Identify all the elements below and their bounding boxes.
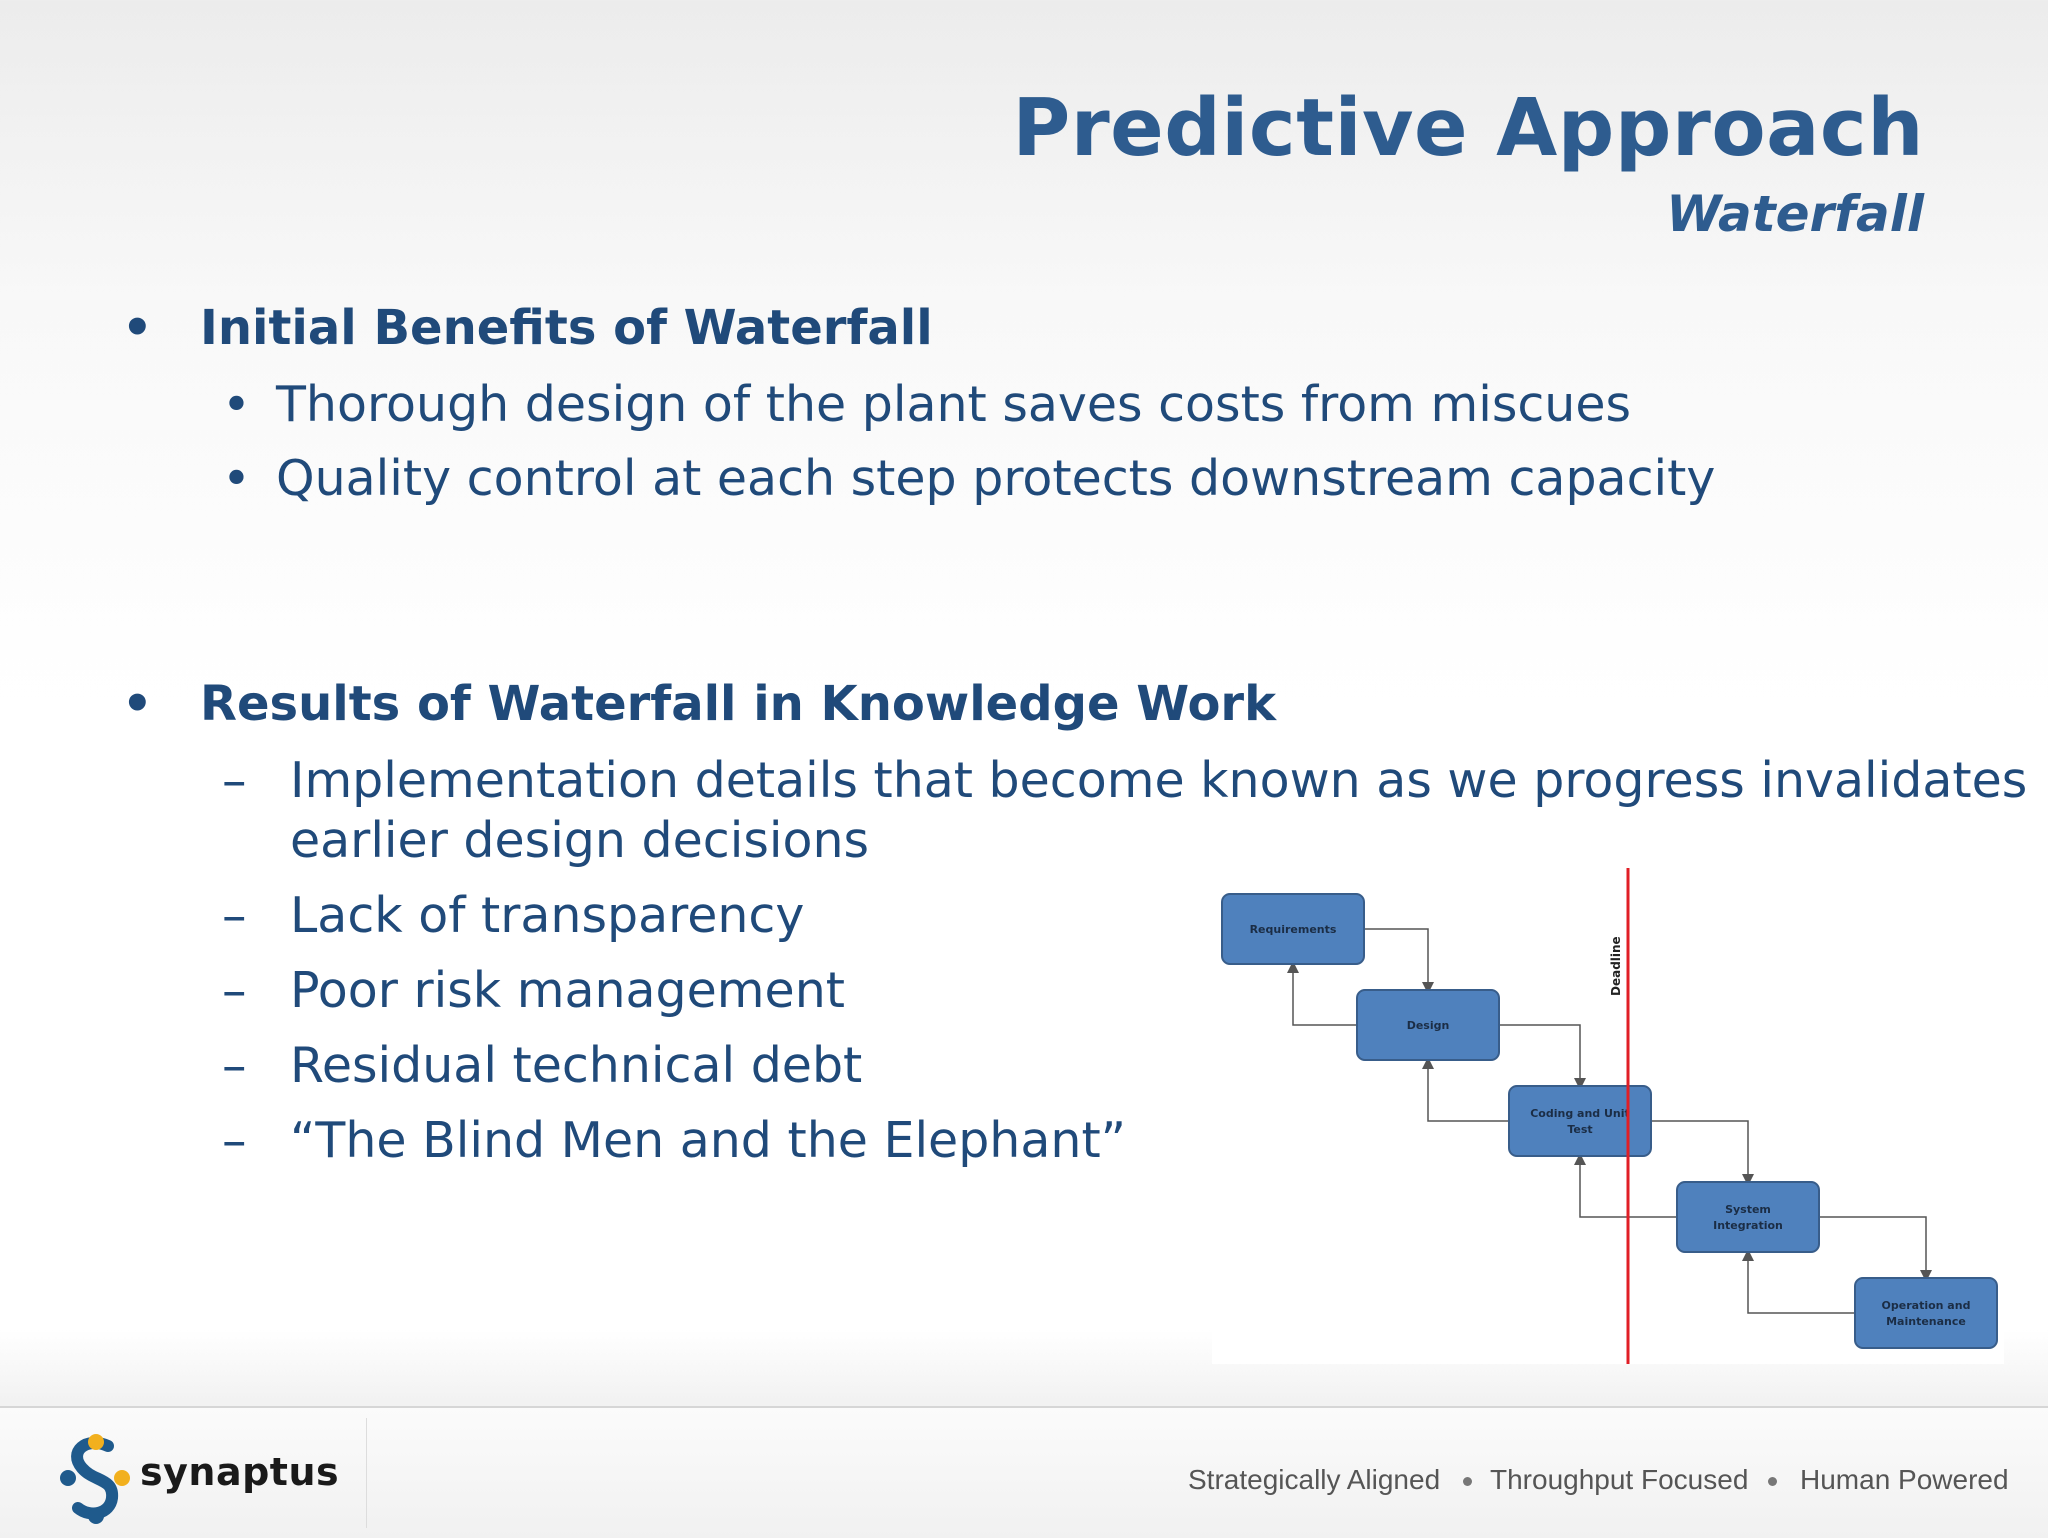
connector-arrow	[1499, 1024, 1586, 1090]
connector-arrow	[1287, 961, 1357, 1026]
bullet-marker: •	[222, 376, 251, 433]
stage-label: Design	[1407, 1019, 1450, 1032]
footer-divider	[366, 1418, 367, 1528]
stage-box: Design	[1356, 989, 1500, 1061]
bullet-marker: •	[122, 300, 153, 356]
bullet-text: Thorough design of the plant saves costs…	[276, 376, 1632, 433]
stage-label: Maintenance	[1886, 1315, 1966, 1328]
bullet-marker: •	[222, 450, 251, 507]
connector-arrow	[1364, 928, 1434, 994]
slide-title: Predictive Approach	[1012, 82, 1924, 174]
deadline-label: Deadline	[1609, 936, 1623, 996]
dash-text: “The Blind Men and the Elephant”	[290, 1112, 1127, 1169]
brand-name: synaptus	[140, 1450, 340, 1494]
dash-marker: –	[222, 1112, 247, 1169]
stage-box: Coding and Unit Test	[1508, 1085, 1652, 1157]
dash-marker: –	[222, 962, 247, 1019]
stage-label: Coding and Unit	[1530, 1107, 1630, 1120]
bullet-marker: •	[122, 676, 153, 732]
tagline: Throughput Focused	[1490, 1464, 1749, 1495]
dash-marker: –	[222, 752, 247, 809]
connector-arrow	[1742, 1249, 1855, 1314]
dash-text: Residual technical debt	[290, 1037, 863, 1094]
tagline-separator	[1463, 1477, 1472, 1486]
bullet-text: Quality control at each step protects do…	[276, 450, 1716, 507]
synaptus-logo-icon	[60, 1434, 130, 1524]
dash-text: Lack of transparency	[290, 887, 805, 944]
connector-arrow	[1819, 1216, 1932, 1282]
tagline-separator	[1768, 1477, 1777, 1486]
stage-box: Requirements	[1221, 893, 1365, 965]
tagline: Human Powered	[1800, 1464, 2009, 1495]
dash-marker: –	[222, 887, 247, 944]
connector-arrow	[1422, 1057, 1509, 1122]
connector-arrow	[1651, 1120, 1754, 1186]
section-heading-text: Initial Benefits of Waterfall	[200, 300, 933, 356]
stage-label: Integration	[1713, 1219, 1783, 1232]
tagline: Strategically Aligned	[1188, 1464, 1441, 1495]
dash-marker: –	[222, 1037, 247, 1094]
dash-text: Poor risk management	[290, 962, 845, 1019]
stage-box: Operation and Maintenance	[1854, 1277, 1998, 1349]
stage-box: System Integration	[1676, 1181, 1820, 1253]
footer: synaptus Strategically Aligned Throughpu…	[0, 1406, 2048, 1538]
section-heading-text: Results of Waterfall in Knowledge Work	[200, 676, 1277, 732]
stage-label: System	[1725, 1203, 1771, 1216]
waterfall-diagram: Requirements Design Coding and Unit Test Sys…	[1212, 868, 2004, 1364]
dash-text-continuation: earlier design decisions	[290, 812, 870, 869]
stage-label: Test	[1567, 1123, 1592, 1136]
dash-text: Implementation details that become known…	[290, 752, 2028, 809]
stage-label: Operation and	[1882, 1299, 1971, 1312]
stage-label: Requirements	[1250, 923, 1337, 936]
slide-subtitle: Waterfall	[1666, 185, 1924, 243]
connector-arrow	[1574, 1153, 1677, 1218]
